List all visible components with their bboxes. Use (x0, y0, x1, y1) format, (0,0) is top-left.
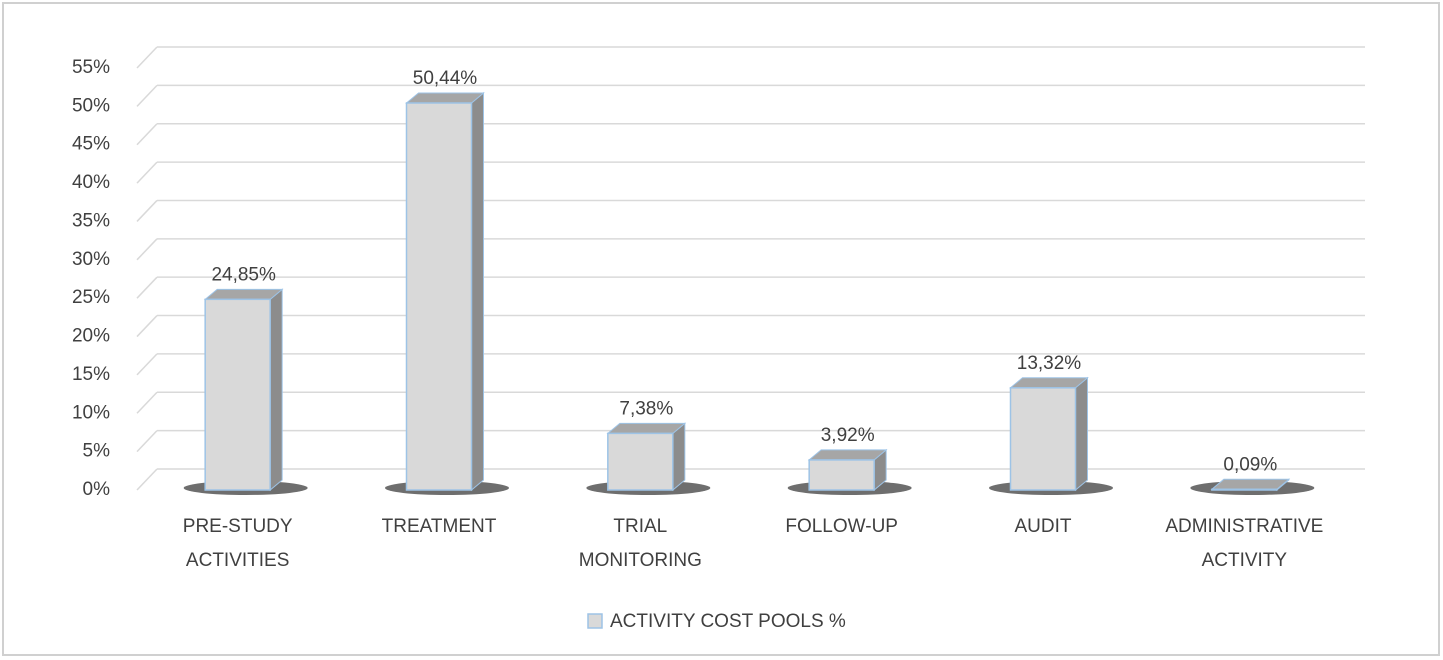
grid-diagonal (136, 276, 158, 299)
x-tick-line: ACTIVITY (1202, 550, 1288, 571)
bar-top (1009, 377, 1089, 389)
x-tick-label: ADMINISTRATIVE ACTIVITY (1165, 516, 1323, 571)
grid-diagonal (136, 353, 158, 376)
bar (204, 298, 271, 491)
grid-diagonal (136, 430, 158, 453)
y-tick-label: 20% (72, 326, 110, 347)
y-tick-label: 55% (72, 57, 110, 78)
y-tick-label: 5% (83, 441, 111, 462)
bar-side (672, 422, 686, 492)
x-tick-line: PRE-STUDY (183, 516, 293, 537)
legend-label: ACTIVITY COST POOLS % (610, 611, 846, 632)
bar-top (606, 422, 687, 434)
bar-top (807, 449, 888, 461)
value-label: 50,44% (413, 68, 478, 89)
x-tick-line: TRIAL (613, 516, 667, 537)
legend-swatch (587, 613, 603, 629)
y-tick-label: 50% (72, 95, 110, 116)
value-label: 7,38% (619, 398, 673, 419)
bar (405, 102, 473, 491)
grid-diagonal (136, 315, 158, 338)
x-tick-label: TREATMENT (382, 516, 497, 537)
y-tick-label: 0% (83, 479, 111, 500)
value-label: 0,09% (1223, 454, 1277, 475)
bar (607, 432, 674, 491)
value-label: 13,32% (1017, 353, 1082, 374)
grid-diagonal (136, 161, 158, 184)
bar-side (1075, 376, 1088, 492)
x-tick-line: ADMINISTRATIVE (1165, 516, 1323, 537)
y-tick-label: 25% (72, 287, 110, 308)
y-tick-label: 15% (72, 364, 110, 385)
grid-diagonal (136, 238, 158, 261)
x-tick-line: ACTIVITIES (186, 550, 289, 571)
bar (1009, 387, 1077, 491)
grid-diagonal (136, 468, 158, 491)
x-tick-label: AUDIT (1015, 516, 1072, 537)
bar-side (471, 91, 484, 492)
x-tick-label: TRIAL MONITORING (579, 516, 702, 571)
bar (808, 459, 875, 491)
y-tick-label: 45% (72, 134, 110, 155)
grid-diagonal (136, 199, 158, 222)
y-tick-label: 35% (72, 210, 110, 231)
y-tick-label: 30% (72, 249, 110, 270)
x-tick-label: FOLLOW-UP (785, 516, 898, 537)
bar-top (405, 92, 485, 104)
grid-diagonal (136, 391, 158, 414)
bar-top (203, 288, 284, 300)
grid-diagonal (136, 46, 158, 69)
bar-side (269, 288, 283, 492)
bar (1211, 488, 1278, 491)
y-tick-label: 40% (72, 172, 110, 193)
x-tick-label: PRE-STUDY ACTIVITIES (183, 516, 293, 571)
grid-diagonal (136, 84, 158, 107)
value-label: 24,85% (211, 264, 276, 285)
y-tick-label: 10% (72, 402, 110, 423)
bar-top (1210, 478, 1291, 490)
value-label: 3,92% (821, 425, 875, 446)
grid-diagonal (136, 123, 158, 146)
x-tick-line: MONITORING (579, 550, 702, 571)
